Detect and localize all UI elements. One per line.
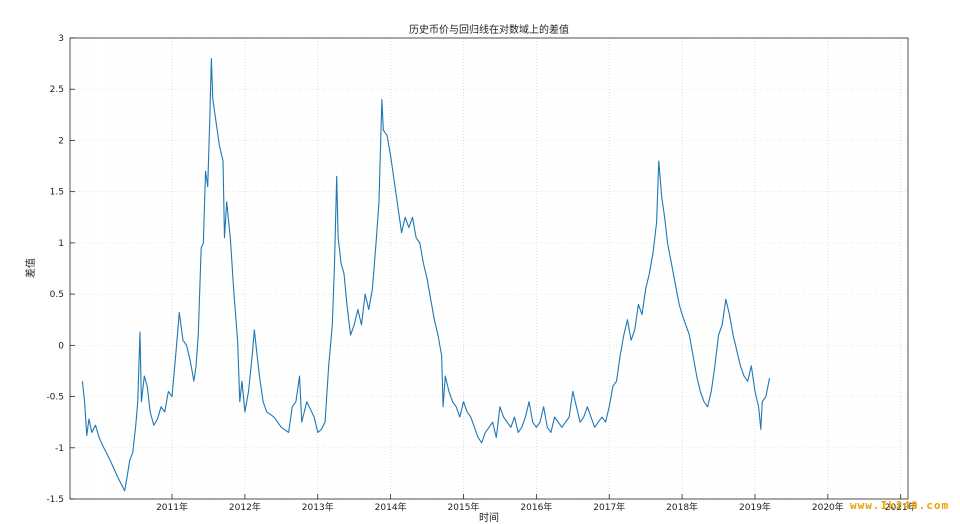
y-tick-label: -1.5	[46, 495, 64, 505]
y-tick-label: 2.5	[50, 85, 64, 95]
x-tick-label: 2020年	[812, 501, 844, 513]
grid	[70, 37, 908, 500]
x-axis: 2011年 2012年 2013年 2014年 2015年 2016年 2017年 2018年…	[156, 494, 917, 513]
x-tick-label: 2021年	[885, 501, 917, 513]
y-axis: -1.5 -1 -0.5 0 0.5 1 1.5 2 2.5 3	[46, 34, 75, 505]
y-tick-label: 0	[58, 341, 64, 351]
x-tick-label: 2017年	[593, 501, 625, 513]
x-tick-label: 2016年	[520, 501, 552, 513]
y-tick-label: -0.5	[46, 393, 64, 403]
y-axis-title: 差值	[24, 258, 37, 278]
plot-area	[69, 37, 909, 500]
x-tick-label: 2011年	[156, 501, 188, 513]
y-tick-label: 3	[58, 34, 64, 44]
y-tick-label: 0.5	[50, 290, 64, 300]
y-tick-label: 1.5	[50, 188, 64, 198]
y-tick-label: 2	[58, 136, 64, 146]
y-tick-label: -1	[55, 444, 64, 454]
watermark-text: www.Ik240.com	[850, 499, 949, 512]
x-tick-label: 2013年	[302, 501, 334, 513]
series-line	[81, 57, 771, 492]
x-tick-label: 2012年	[229, 501, 261, 513]
x-tick-label: 2019年	[739, 501, 771, 513]
y-tick-label: 1	[58, 239, 64, 249]
x-axis-title: 时间	[479, 511, 499, 524]
series-group	[81, 57, 771, 492]
chart-title: 历史币价与回归线在对数域上的差值	[409, 23, 569, 36]
x-tick-label: 2018年	[666, 501, 698, 513]
x-tick-label: 2015年	[448, 501, 480, 513]
x-tick-label: 2014年	[375, 501, 407, 513]
